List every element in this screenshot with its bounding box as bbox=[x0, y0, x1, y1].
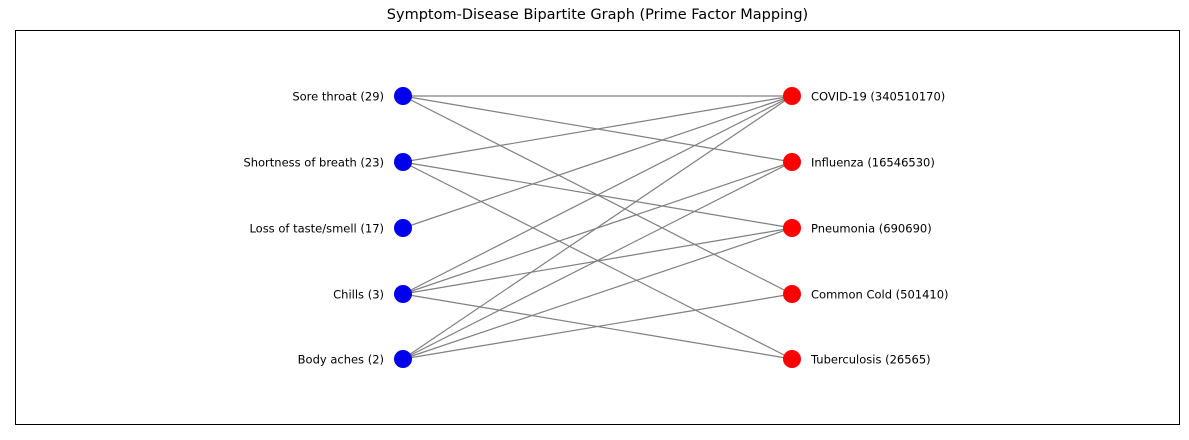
label-covid-19: COVID-19 (340510170) bbox=[811, 90, 945, 104]
edge-shortness-of-breath-covid-19 bbox=[402, 95, 793, 163]
node-tuberculosis bbox=[783, 350, 801, 368]
node-loss-of-taste-smell bbox=[394, 219, 412, 237]
node-body-aches bbox=[394, 350, 412, 368]
label-influenza: Influenza (16546530) bbox=[811, 156, 935, 170]
edge-body-aches-common-cold bbox=[402, 293, 793, 360]
label-chills: Chills (3) bbox=[333, 288, 384, 302]
label-pneumonia: Pneumonia (690690) bbox=[811, 222, 932, 236]
label-layer: Sore throat (29) Shortness of breath (23)… bbox=[243, 90, 948, 367]
label-body-aches: Body aches (2) bbox=[298, 353, 384, 367]
label-tuberculosis: Tuberculosis (26565) bbox=[810, 353, 931, 367]
label-sore-throat: Sore throat (29) bbox=[292, 90, 384, 104]
diagram-title: Symptom-Disease Bipartite Graph (Prime F… bbox=[386, 7, 809, 23]
node-pneumonia bbox=[783, 219, 801, 237]
edge-body-aches-pneumonia bbox=[402, 227, 793, 360]
label-shortness-of-breath: Shortness of breath (23) bbox=[243, 156, 384, 170]
edge-chills-covid-19 bbox=[402, 95, 793, 295]
node-sore-throat bbox=[394, 87, 412, 105]
node-influenza bbox=[783, 153, 801, 171]
label-common-cold: Common Cold (501410) bbox=[811, 288, 949, 302]
node-layer bbox=[394, 87, 801, 368]
plot-frame bbox=[15, 30, 1180, 425]
label-loss-of-taste-smell: Loss of taste/smell (17) bbox=[249, 222, 384, 236]
node-covid-19 bbox=[783, 87, 801, 105]
node-chills bbox=[394, 285, 412, 303]
edge-body-aches-influenza bbox=[402, 161, 793, 360]
edge-loss-of-taste-smell-covid-19 bbox=[402, 95, 793, 229]
edge-body-aches-covid-19 bbox=[402, 95, 793, 360]
node-shortness-of-breath bbox=[394, 153, 412, 171]
node-common-cold bbox=[783, 285, 801, 303]
edge-layer bbox=[402, 95, 793, 360]
